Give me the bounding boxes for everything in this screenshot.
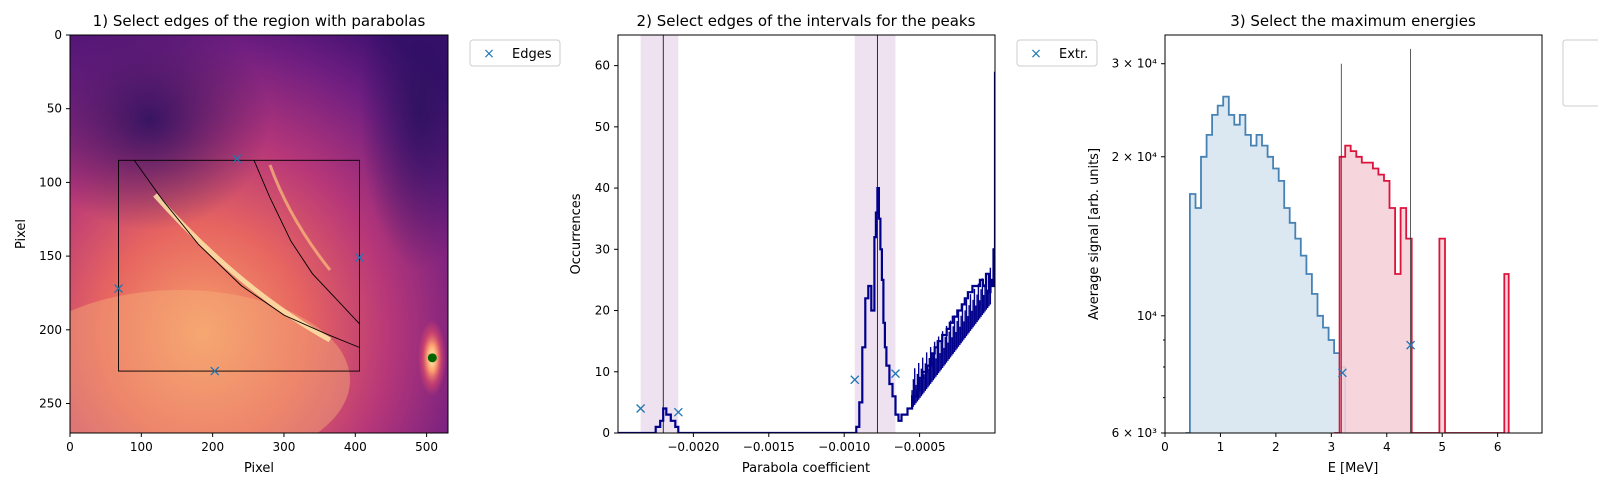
- extremum-marker-1: [636, 404, 646, 413]
- y-tick-label: 0: [54, 28, 62, 42]
- panel-1-xlabel: Pixel: [244, 461, 274, 476]
- edge-marker-4-stroke: [210, 366, 220, 376]
- x-tick-label: 5: [1438, 440, 1446, 454]
- series-1-line: [1185, 95, 1347, 433]
- extremum-marker-4: [891, 369, 900, 379]
- panel-1-legend: × Edges: [469, 39, 561, 67]
- legend-marker: ×: [483, 46, 495, 62]
- panel-3-title: 3) Select the maximum energies: [1230, 12, 1476, 30]
- y-tick-label: 3 × 10⁴: [1112, 57, 1158, 71]
- x-tick-label: −0.0010: [818, 440, 870, 454]
- y-tick-label: 200: [39, 323, 62, 337]
- panel-3-xlabel: E [MeV]: [1328, 461, 1379, 476]
- x-tick-label: 500: [415, 440, 438, 454]
- y-tick-label: 2 × 10⁴: [1112, 150, 1158, 164]
- extremum-marker-3: [850, 375, 860, 385]
- extremum-marker-1-stroke: [636, 404, 646, 413]
- panel-1-axes: 0 100 200 300 400 500 0 50 100 150 200 250: [39, 28, 438, 454]
- x-tick-label: 1: [1217, 440, 1225, 454]
- edge-marker-1-stroke: [232, 154, 242, 164]
- panel-2-xlabel: Parabola coefficient: [742, 461, 870, 476]
- edge-marker-3-stroke: [114, 284, 123, 294]
- histogram-line: [618, 71, 995, 433]
- extremum-marker-2: [673, 407, 683, 417]
- legend-label-edges: Edges: [512, 47, 552, 62]
- extremum-marker-2-stroke: [673, 407, 683, 417]
- y-tick-label: 6 × 10³: [1112, 426, 1158, 440]
- edge-marker-2-stroke: [355, 253, 365, 263]
- x-tick-label: 200: [201, 440, 224, 454]
- x-tick-label: 0: [1161, 440, 1169, 454]
- x-tick-label: 0: [66, 440, 74, 454]
- edge-marker-4: [210, 366, 220, 376]
- heatmap-image: [70, 35, 448, 433]
- x-tick-label: 4: [1383, 440, 1391, 454]
- y-tick-label: 20: [595, 304, 610, 318]
- edge-marker-3: [114, 284, 123, 294]
- panel-3-ylabel: Average signal [arb. units]: [1087, 148, 1102, 320]
- panel-2-ylabel: Occurrences: [569, 193, 584, 274]
- max-energy-marker-2-stroke: [1406, 340, 1416, 350]
- y-tick-label: 30: [595, 242, 610, 256]
- series-1-fill: [1185, 96, 1346, 433]
- y-tick-label: 60: [595, 59, 610, 73]
- y-tick-label: 250: [39, 397, 62, 411]
- y-tick-label: 40: [595, 181, 610, 195]
- x-tick-label: −0.0020: [667, 440, 719, 454]
- legend-label-extr: Extr.: [1059, 47, 1088, 62]
- y-tick-label: 50: [595, 120, 610, 134]
- x-tick-label: 300: [273, 440, 296, 454]
- x-tick-label: 3: [1328, 440, 1336, 454]
- legend-marker: ×: [1030, 46, 1042, 62]
- x-tick-label: −0.0015: [743, 440, 795, 454]
- series-2-fill: [1334, 145, 1509, 433]
- panel-2: 2) Select edges of the intervals for the…: [569, 12, 1098, 476]
- edge-marker-1: [232, 154, 242, 164]
- green-dot: [427, 353, 437, 363]
- x-tick-label: 400: [344, 440, 367, 454]
- y-tick-label: 10: [595, 365, 610, 379]
- y-tick-label: 150: [39, 249, 62, 263]
- panel-2-frame: [617, 34, 996, 434]
- y-tick-label: 0: [602, 426, 610, 440]
- y-tick-label: 10⁴: [1137, 309, 1157, 323]
- panel-2-title: 2) Select edges of the intervals for the…: [637, 12, 976, 30]
- panel-3-frame: [1164, 34, 1543, 434]
- peak-interval-1: [640, 35, 679, 433]
- panel-1: 1) Select edges of the region with parab…: [14, 12, 561, 476]
- parabola-curve-2: [253, 160, 360, 325]
- y-tick-label: 100: [39, 175, 62, 189]
- extremum-marker-3-stroke: [850, 375, 860, 385]
- panel-1-ylabel: Pixel: [14, 219, 29, 249]
- x-tick-label: −0.0005: [894, 440, 946, 454]
- max-energy-marker-2: [1406, 340, 1416, 350]
- panel-1-title: 1) Select edges of the region with parab…: [93, 12, 426, 30]
- x-tick-label: 100: [130, 440, 153, 454]
- edge-marker-2: [355, 253, 365, 263]
- y-tick-label: 50: [47, 102, 62, 116]
- parabola-curve-1: [133, 160, 360, 348]
- max-energy-marker-1-stroke: [1337, 368, 1347, 378]
- extremum-marker-4-stroke: [891, 369, 900, 379]
- panel-3: 3) Select the maximum energies 0 1 2 3 4 5 6 6 …: [1087, 12, 1598, 476]
- x-tick-label: 6: [1494, 440, 1502, 454]
- panel-2-legend: × Extr.: [1016, 39, 1098, 67]
- series-2-line: [1334, 144, 1510, 433]
- panel-1-frame: [69, 34, 449, 434]
- panel-3-legend-edge: [1562, 39, 1598, 107]
- x-tick-label: 2: [1272, 440, 1280, 454]
- max-energy-marker-1: [1337, 368, 1347, 378]
